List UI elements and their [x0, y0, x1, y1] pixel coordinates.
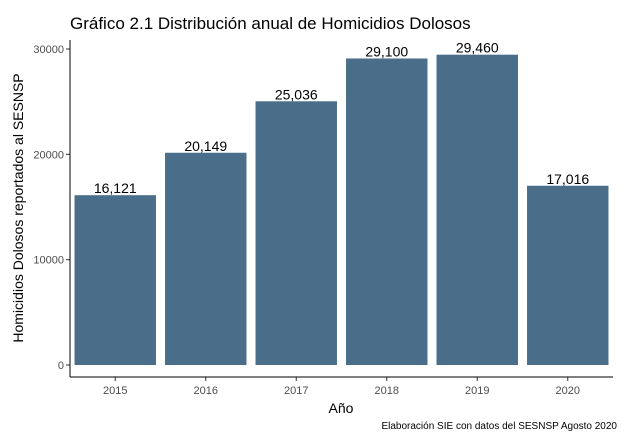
x-tick-label-2018: 2018: [375, 385, 399, 397]
bar-2017: [255, 101, 337, 365]
x-tick-label-2020: 2020: [556, 385, 580, 397]
y-tick-label-10000: 10000: [33, 255, 64, 267]
x-axis-title: Año: [329, 400, 354, 416]
y-tick-label-20000: 20000: [33, 149, 64, 161]
data-label-2019: 29,460: [456, 40, 499, 56]
bars-group: [74, 54, 609, 366]
y-axis-title: Homicidios Dolosos reportados al SESNSP: [10, 73, 26, 342]
x-tick-label-2015: 2015: [103, 385, 127, 397]
data-label-2016: 20,149: [184, 138, 227, 154]
bar-2015: [74, 195, 156, 365]
data-label-2020: 17,016: [546, 171, 589, 187]
data-labels-group: 16,121 20,149 25,036 29,100 29,460 17,016: [94, 40, 590, 197]
bar-2020: [527, 185, 609, 365]
y-tick-label-30000: 30000: [33, 44, 64, 56]
bar-2019: [436, 54, 518, 366]
x-tick-label-2019: 2019: [465, 385, 489, 397]
data-label-2018: 29,100: [365, 43, 408, 59]
y-axis-title-group: Homicidios Dolosos reportados al SESNSP: [10, 73, 26, 342]
data-label-2015: 16,121: [94, 180, 137, 196]
y-ticks-group: 0 10000 20000 30000: [33, 44, 70, 372]
chart-title: Gráfico 2.1 Distribución anual de Homici…: [70, 14, 471, 33]
data-label-2017: 25,036: [275, 86, 318, 102]
chart-caption: Elaboración SIE con datos del SESNSP Ago…: [381, 421, 617, 432]
y-tick-label-0: 0: [58, 360, 64, 372]
x-tick-label-2016: 2016: [194, 385, 218, 397]
x-ticks-group: 2015 2016 2017 2018 2019 2020: [103, 377, 580, 397]
bar-2016: [165, 152, 247, 365]
bar-2018: [346, 58, 428, 365]
x-tick-label-2017: 2017: [284, 385, 308, 397]
